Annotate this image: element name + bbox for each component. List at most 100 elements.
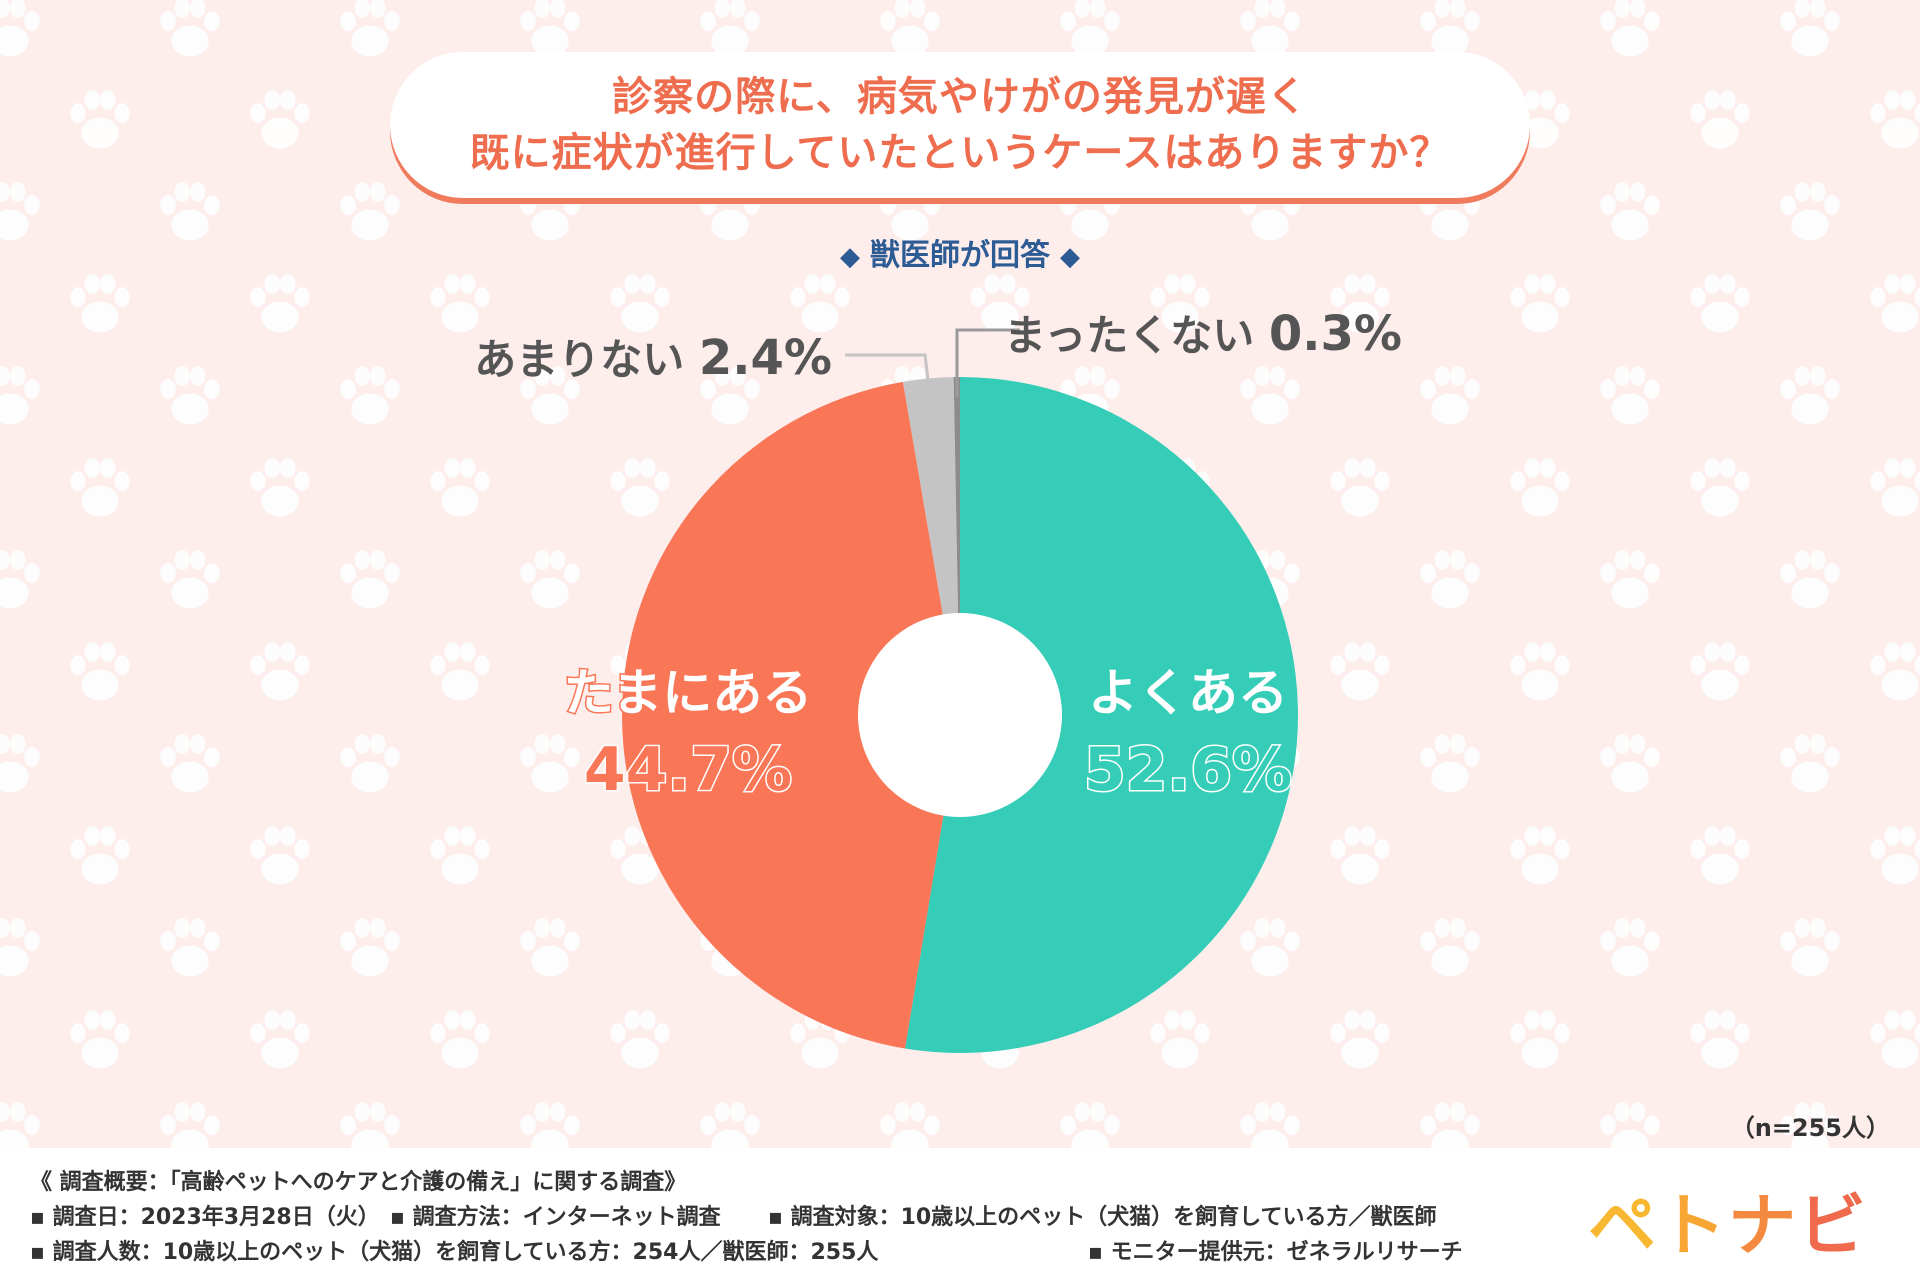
leader-line: [955, 328, 1020, 398]
paw-icon: [1690, 458, 1750, 517]
paw-icon: [1600, 182, 1660, 241]
paw-icon: [160, 918, 220, 977]
paw-icon: [1330, 642, 1390, 701]
paw-icon: [1780, 182, 1840, 241]
paw-icon: [1690, 642, 1750, 701]
paw-icon: [0, 0, 40, 57]
paw-icon: [340, 366, 400, 425]
paw-icon: [1150, 274, 1210, 333]
paw-icon: [430, 826, 490, 885]
paw-icon: [520, 734, 580, 793]
paw-icon: [250, 642, 310, 701]
logo-char: ペ: [1588, 1187, 1659, 1266]
paw-icon: [0, 918, 40, 977]
paw-icon: [0, 366, 40, 425]
paw-icon: [1780, 0, 1840, 57]
donut-hole: [858, 613, 1062, 817]
outside-label-amarinai: あまりない 2.4%: [474, 330, 832, 386]
paw-icon: [700, 1102, 760, 1148]
paw-icon: [70, 1010, 130, 1069]
paw-icon: [0, 550, 40, 609]
paw-icon: [0, 1102, 40, 1148]
paw-icon: [250, 1010, 310, 1069]
paw-icon: [250, 274, 310, 333]
paw-icon: [70, 826, 130, 885]
paw-icon: [1420, 1102, 1480, 1148]
paw-icon: [160, 366, 220, 425]
paw-icon: [1690, 274, 1750, 333]
paw-icon: [1420, 918, 1480, 977]
paw-icon: [520, 0, 580, 57]
survey-date: ▪ 調査日：2023年3月28日（火）: [30, 1205, 380, 1230]
paw-icon: [340, 0, 400, 57]
paw-icon: [70, 90, 130, 149]
paw-icon: [610, 274, 670, 333]
paw-icon: [70, 642, 130, 701]
paw-icon: [1510, 642, 1570, 701]
title-banner: 診察の際に、病気やけがの発見が遅く 既に症状が進行していたというケースはあります…: [390, 52, 1530, 198]
paw-icon: [1600, 366, 1660, 425]
paw-icon: [430, 458, 490, 517]
paw-icon: [1600, 550, 1660, 609]
paw-icon: [1690, 826, 1750, 885]
paw-icon: [1510, 1010, 1570, 1069]
logo-char: ビ: [1798, 1187, 1869, 1266]
title-line-1: 診察の際に、病気やけがの発見が遅く: [612, 74, 1308, 120]
monitor-provider: ▪ モニター提供元：ゼネラルリサーチ: [1088, 1240, 1463, 1265]
paw-icon: [520, 918, 580, 977]
survey-target: ▪ 調査対象：10歳以上のペット（犬猫）を飼育している方／獣医師: [768, 1205, 1437, 1230]
paw-icon: [0, 182, 40, 241]
paw-icon: [340, 1102, 400, 1148]
title-line-2: 既に症状が進行していたというケースはありますか？: [469, 130, 1451, 176]
paw-icon: [1870, 90, 1920, 149]
paw-icon: [880, 0, 940, 57]
paw-icon: [520, 366, 580, 425]
paw-icon: [1870, 458, 1920, 517]
paw-icon: [1600, 918, 1660, 977]
paw-icon: [1510, 458, 1570, 517]
paw-icon: [1330, 274, 1390, 333]
paw-icon: [1510, 826, 1570, 885]
paw-icon: [1150, 1010, 1210, 1069]
paw-icon: [430, 642, 490, 701]
paw-icon: [1420, 550, 1480, 609]
pie-slice: [905, 377, 1298, 1053]
subtitle: ◆ 獣医師が回答 ◆: [0, 230, 1920, 274]
diamond-icon: ◆: [1060, 242, 1080, 272]
paw-icon: [1870, 826, 1920, 885]
paw-icon: [1600, 734, 1660, 793]
paw-icon: [520, 1102, 580, 1148]
paw-icon: [160, 182, 220, 241]
paw-icon: [700, 366, 760, 425]
paw-icon: [610, 458, 670, 517]
paw-icon: [1780, 1102, 1840, 1148]
paw-icon: [250, 458, 310, 517]
paw-icon: [70, 274, 130, 333]
paw-icon: [0, 734, 40, 793]
paw-icon: [1600, 0, 1660, 57]
paw-icon: [1690, 90, 1750, 149]
paw-icon: [610, 1010, 670, 1069]
paw-icon: [1870, 642, 1920, 701]
paw-icon: [430, 274, 490, 333]
paw-icon: [1780, 918, 1840, 977]
paw-icon: [1060, 0, 1120, 57]
pie-slice: [622, 381, 960, 1049]
paw-icon: [160, 1102, 220, 1148]
paw-icon: [1780, 550, 1840, 609]
paw-icon: [1870, 274, 1920, 333]
logo-char: ナ: [1728, 1187, 1799, 1266]
paw-icon: [1060, 1102, 1120, 1148]
paw-icon: [340, 734, 400, 793]
paw-icon: [1780, 734, 1840, 793]
slice-label-yokuaru: よくある: [1088, 664, 1288, 722]
paw-icon: [250, 90, 310, 149]
paw-icon: [160, 0, 220, 57]
paw-icon: [1510, 274, 1570, 333]
paw-icon: [1240, 0, 1300, 57]
paw-icon: [700, 0, 760, 57]
paw-icon: [250, 826, 310, 885]
paw-icon: [70, 458, 130, 517]
paw-icon: [1240, 366, 1300, 425]
paw-icon: [520, 550, 580, 609]
